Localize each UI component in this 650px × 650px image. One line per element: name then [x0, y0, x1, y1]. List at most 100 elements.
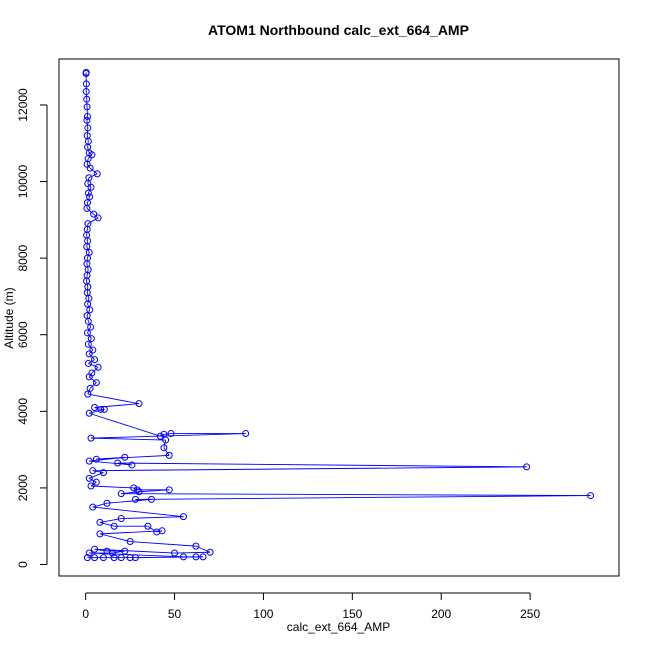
data-point	[92, 478, 100, 486]
data-point	[84, 390, 92, 398]
data-point	[179, 513, 187, 521]
data-point	[165, 451, 173, 459]
series-segment	[121, 493, 591, 497]
series-segment	[92, 466, 527, 472]
data-point	[126, 554, 134, 562]
data-point	[135, 400, 143, 408]
data-point	[179, 553, 187, 561]
data-point	[91, 554, 99, 562]
x-tick-label: 150	[342, 607, 362, 621]
data-point	[126, 538, 134, 546]
data-point	[94, 363, 102, 371]
series-segment	[94, 548, 108, 552]
data-point	[84, 359, 92, 367]
series-segment	[91, 366, 99, 374]
series-segment	[87, 183, 92, 188]
series-segment	[88, 173, 98, 179]
series-segment	[88, 376, 97, 383]
y-tick-label: 10000	[16, 165, 30, 199]
data-point	[128, 461, 136, 469]
data-point	[82, 88, 90, 96]
data-point	[133, 486, 141, 494]
x-tick-label: 50	[168, 607, 182, 621]
series-segment	[90, 485, 134, 489]
y-axis: 0 2000 4000 6000 8000 10000 12000	[16, 88, 48, 568]
data-point	[192, 553, 200, 561]
series-segment	[88, 359, 95, 364]
series-segment	[92, 470, 104, 474]
data-point	[86, 384, 94, 392]
data-point	[162, 436, 170, 444]
data-point	[110, 554, 118, 562]
y-tick-label: 6000	[16, 321, 30, 348]
data-point	[160, 444, 168, 452]
series-segment	[135, 556, 204, 559]
series-segment	[89, 412, 161, 437]
data-point	[131, 495, 139, 503]
data-point	[86, 306, 94, 314]
series-segment	[99, 521, 115, 527]
data-point	[84, 189, 92, 197]
x-tick-label: 0	[82, 607, 89, 621]
series-segment	[88, 372, 93, 378]
data-point	[89, 467, 97, 475]
series-segment	[89, 456, 125, 462]
data-point	[83, 112, 91, 120]
data-point	[171, 549, 179, 557]
x-tick-label: 200	[431, 607, 451, 621]
series-segment	[89, 382, 97, 389]
x-tick-label: 250	[520, 607, 540, 621]
data-point	[117, 490, 125, 498]
series-segment	[88, 353, 95, 360]
series-segment	[163, 439, 167, 448]
data-point	[103, 499, 111, 507]
data-point	[85, 549, 93, 557]
data-point	[167, 430, 175, 438]
data-point	[192, 542, 200, 550]
series-segment	[130, 541, 196, 547]
series-segment	[99, 530, 163, 535]
data-point	[85, 457, 93, 465]
data-point	[242, 430, 250, 438]
data-point	[87, 183, 95, 191]
data-point	[156, 432, 164, 440]
data-point	[131, 554, 139, 562]
series-segment	[87, 217, 99, 225]
series-segment	[138, 489, 170, 493]
series-segment	[99, 518, 122, 523]
series-segment	[163, 447, 170, 456]
data-point	[199, 553, 207, 561]
x-axis: 0 50 100 150 200 250	[82, 592, 540, 621]
series-segment	[106, 498, 152, 504]
series-segment	[89, 167, 98, 175]
data-point	[91, 356, 99, 364]
series-segment	[92, 502, 108, 508]
series-segment	[86, 164, 91, 169]
data-point	[83, 554, 91, 562]
series-segment	[86, 127, 89, 136]
data-point	[96, 530, 104, 538]
data-point	[91, 545, 99, 553]
series-segment	[112, 550, 125, 554]
data-point	[83, 204, 91, 212]
x-tick-label: 100	[253, 607, 273, 621]
data-point	[114, 459, 122, 467]
data-series	[82, 68, 595, 562]
data-point	[121, 453, 129, 461]
series-segment	[90, 433, 246, 439]
data-point	[130, 484, 138, 492]
data-point	[87, 335, 95, 343]
chart-title: ATOM1 Northbound calc_ext_664_AMP	[208, 22, 469, 38]
data-point	[206, 548, 214, 556]
series-segment	[117, 462, 527, 468]
y-tick-label: 12000	[16, 88, 30, 122]
series-segment	[86, 120, 89, 128]
data-point	[87, 434, 95, 442]
data-point	[97, 405, 105, 413]
series-segment	[89, 472, 104, 479]
y-tick-label: 4000	[16, 398, 30, 425]
data-point	[85, 409, 93, 417]
series-segment	[94, 548, 175, 554]
data-point	[83, 329, 91, 337]
